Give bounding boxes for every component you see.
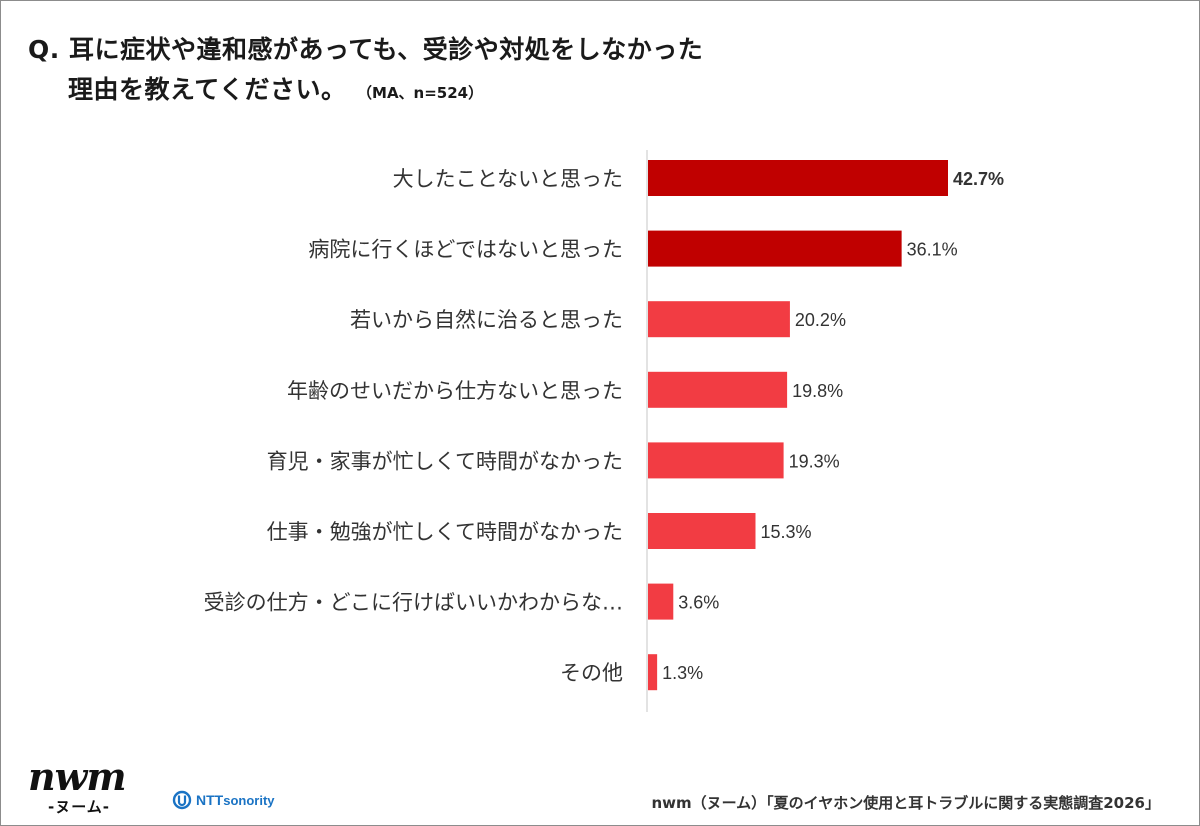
value-label: 19.3% — [789, 451, 840, 471]
category-label: 仕事・勉強が忙しくて時間がなかった — [267, 520, 623, 544]
value-label: 36.1% — [907, 240, 958, 260]
bar — [648, 371, 788, 408]
category-label: 年齢のせいだから仕方ないと思った — [287, 379, 623, 403]
category-label: その他 — [560, 661, 623, 685]
bar — [648, 301, 790, 338]
bar — [648, 160, 948, 196]
sample-note: （MA、n=524） — [364, 84, 484, 102]
bar — [648, 442, 784, 479]
nwm-logo: nwm -ヌーム- — [28, 754, 158, 820]
source-citation: nwm（ヌーム）「夏のイヤホン使用と耳トラブルに関する実態調査2026」 — [651, 794, 1160, 812]
value-label: 19.8% — [792, 381, 843, 401]
ntt-sonority-icon — [172, 790, 192, 810]
nwm-logo-word: nwm — [28, 754, 127, 799]
ntt-name-a: NTT — [196, 792, 224, 808]
value-label: 20.2% — [795, 310, 846, 330]
category-label: 受診の仕方・どこに行けばいいかわからな… — [204, 591, 623, 615]
bar — [648, 230, 902, 267]
category-label: 病院に行くほどではないと思った — [308, 238, 623, 262]
bar — [648, 654, 658, 691]
category-label: 若いから自然に治ると思った — [350, 308, 623, 332]
value-label: 42.7% — [953, 169, 1004, 189]
question-title: Q. 耳に症状や違和感があっても、受診や対処をしなかった 理由を教えてください。… — [28, 30, 703, 113]
value-label: 1.3% — [662, 663, 703, 683]
question-title-line2: 理由を教えてください。 — [68, 75, 347, 104]
category-label: 育児・家事が忙しくて時間がなかった — [267, 449, 623, 473]
ntt-name-b: sonority — [223, 793, 275, 808]
value-label: 15.3% — [760, 522, 811, 542]
nwm-logo-subtitle: -ヌーム- — [48, 798, 111, 816]
bar — [648, 583, 674, 620]
question-title-line1: Q. 耳に症状や違和感があっても、受診や対処をしなかった — [28, 35, 704, 64]
ntt-sonority-logo: NTTsonority — [172, 790, 275, 810]
category-label: 大したことないと思った — [393, 167, 623, 191]
bar — [648, 513, 756, 549]
value-label: 3.6% — [678, 593, 719, 613]
